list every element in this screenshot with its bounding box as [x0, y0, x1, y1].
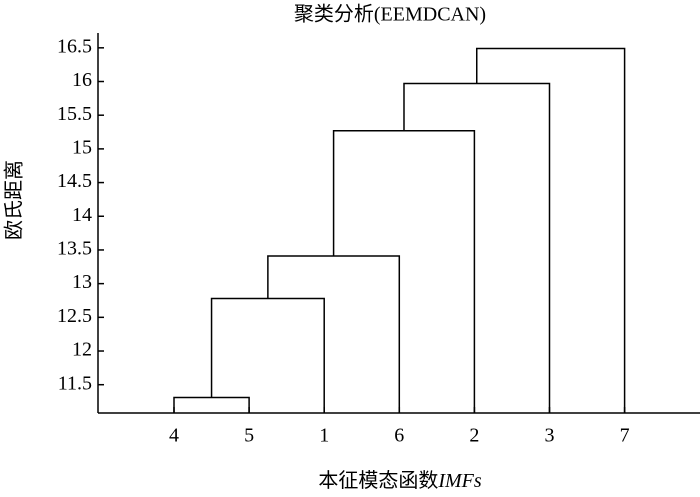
y-tick-label: 12 [72, 339, 92, 361]
x-tick-label: 4 [169, 425, 179, 447]
y-axis-label: 欧氏距离 [3, 160, 26, 240]
y-tick-label: 14.5 [57, 170, 92, 192]
y-tick-label: 16 [72, 69, 92, 91]
dendrogram-link [210, 297, 325, 413]
y-tick-label: 15.5 [57, 103, 92, 125]
x-tick-label: 1 [319, 425, 329, 447]
dendrogram-link [267, 255, 401, 413]
y-tick-label: 16.5 [57, 35, 92, 57]
x-tick-label: 5 [244, 425, 254, 447]
x-tick-label: 6 [394, 425, 404, 447]
y-tick-label: 11.5 [58, 372, 92, 394]
x-tick-label: 7 [620, 425, 630, 447]
y-tick-label: 13.5 [57, 238, 92, 260]
y-tick-label: 13 [72, 271, 92, 293]
y-tick-label: 14 [72, 204, 92, 226]
dendrogram-link [332, 129, 476, 413]
x-tick-label: 3 [545, 425, 555, 447]
x-tick-label: 2 [469, 425, 479, 447]
x-axis-label: 本征模态函数IMFs [318, 469, 482, 492]
x-axis-label-text: 本征模态函数 [318, 469, 438, 492]
dendrogram-link [173, 396, 250, 413]
chart-title: 聚类分析(EEMDCAN) [294, 3, 486, 26]
dendrogram-link [403, 82, 551, 413]
y-tick-label: 12.5 [57, 305, 92, 327]
y-tick-label: 15 [72, 136, 92, 158]
x-axis-label-unit: IMFs [437, 470, 482, 492]
dendrogram-link [475, 47, 626, 413]
